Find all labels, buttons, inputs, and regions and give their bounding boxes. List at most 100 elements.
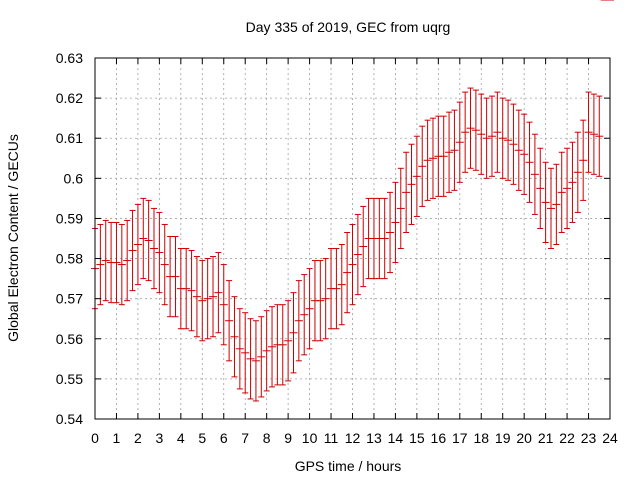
data-point <box>434 115 443 197</box>
data-point <box>396 167 405 250</box>
data-point <box>504 99 513 181</box>
data-point <box>541 161 550 244</box>
x-tick-label: 2 <box>134 430 142 446</box>
data-point <box>112 221 121 304</box>
x-tick-label: 16 <box>431 430 447 446</box>
x-tick-label: 24 <box>602 430 618 446</box>
y-tick-label: 0.61 <box>56 130 83 146</box>
data-point <box>589 93 598 175</box>
data-point <box>214 252 223 334</box>
x-tick-label: 20 <box>516 430 532 446</box>
data-point <box>150 207 159 290</box>
y-tick-label: 0.57 <box>56 291 83 307</box>
y-tick-label: 0.54 <box>56 411 83 427</box>
data-point <box>466 87 475 169</box>
x-tick-label: 17 <box>452 430 468 446</box>
data-point <box>493 91 502 173</box>
data-point <box>133 203 142 286</box>
data-point <box>439 115 448 197</box>
data-point <box>348 223 357 306</box>
data-point <box>455 101 464 183</box>
data-point <box>251 320 260 402</box>
data-point <box>246 318 255 400</box>
data-point <box>514 109 523 191</box>
y-tick-label: 0.62 <box>56 90 83 106</box>
data-point <box>525 121 534 203</box>
y-axis-label: Global Electron Content / GECUs <box>5 134 21 342</box>
x-tick-label: 15 <box>409 430 425 446</box>
data-point <box>96 223 105 306</box>
x-tick-label: 18 <box>473 430 489 446</box>
data-point <box>407 143 416 225</box>
y-tick-label: 0.55 <box>56 371 83 387</box>
data-point <box>498 97 507 179</box>
data-point <box>166 235 175 318</box>
x-tick-label: 13 <box>366 430 382 446</box>
data-point <box>305 268 314 350</box>
data-point <box>192 256 201 338</box>
data-point <box>477 93 486 175</box>
data-point <box>268 306 277 388</box>
data-point <box>487 95 496 177</box>
data-point <box>289 292 298 374</box>
data-point <box>568 141 577 223</box>
x-tick-label: 8 <box>263 430 271 446</box>
data-point <box>155 211 164 294</box>
data-point <box>530 133 539 215</box>
data-point <box>107 221 116 304</box>
data-point <box>235 308 244 390</box>
data-point <box>428 117 437 199</box>
data-point <box>546 167 555 250</box>
data-point <box>294 280 303 362</box>
data-point <box>316 260 325 342</box>
data-point <box>482 97 491 179</box>
y-tick-labels: 0.54 0.55 0.56 0.57 0.58 0.59 0.6 0.61 0.62 0.63 <box>56 50 83 427</box>
data-point <box>579 119 588 201</box>
data-point <box>225 280 234 362</box>
x-tick-label: 19 <box>495 430 511 446</box>
data-point <box>391 181 400 264</box>
data-point <box>300 274 309 356</box>
data-point <box>353 213 362 296</box>
data-point <box>509 103 518 185</box>
x-axis-label: GPS time / hours <box>295 458 402 474</box>
data-point <box>386 191 395 274</box>
y-tick-label: 0.63 <box>56 50 83 66</box>
data-point <box>230 296 239 378</box>
data-point <box>182 248 191 330</box>
x-tick-label: 14 <box>388 430 404 446</box>
x-tick-label: 23 <box>581 430 597 446</box>
data-point <box>445 111 454 193</box>
data-point <box>257 316 266 398</box>
data-point <box>284 300 293 382</box>
data-point <box>123 219 132 302</box>
data-point <box>321 258 330 340</box>
x-tick-label: 1 <box>113 430 121 446</box>
data-point <box>278 304 287 386</box>
data-point <box>203 258 212 340</box>
data-point <box>412 135 421 217</box>
data-point <box>117 223 126 306</box>
data-point <box>402 151 411 233</box>
data-point <box>241 312 250 394</box>
data-point <box>584 91 593 173</box>
y-tick-label: 0.59 <box>56 210 83 226</box>
data-point <box>563 147 572 229</box>
y-tick-label: 0.58 <box>56 251 83 267</box>
axis-ticks <box>94 57 611 420</box>
x-tick-label: 3 <box>155 430 163 446</box>
data-point <box>337 244 346 326</box>
x-tick-label: 6 <box>220 430 228 446</box>
data-point <box>471 89 480 171</box>
data-point <box>198 260 207 342</box>
data-point <box>128 209 137 292</box>
data-point <box>450 109 459 191</box>
x-tick-label: 4 <box>177 430 185 446</box>
x-tick-label: 10 <box>302 430 318 446</box>
data-point <box>139 197 148 280</box>
x-tick-label: 7 <box>241 430 249 446</box>
data-point <box>595 95 604 177</box>
chart-title: Day 335 of 2019, GEC from uqrg <box>246 19 451 35</box>
data-point <box>573 131 582 213</box>
